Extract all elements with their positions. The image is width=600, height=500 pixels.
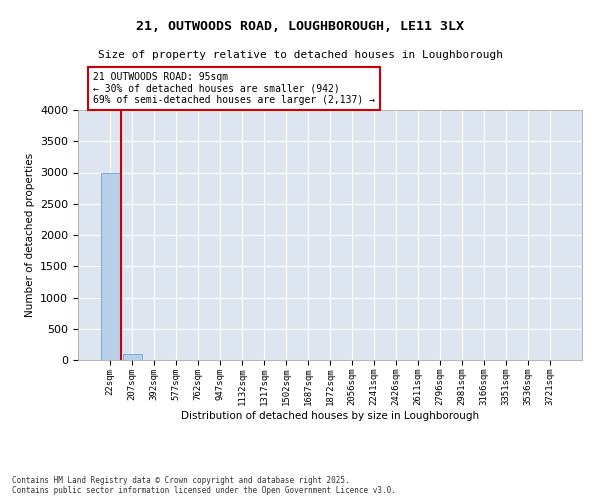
Bar: [101, 172, 119, 360]
X-axis label: Distribution of detached houses by size in Loughborough: Distribution of detached houses by size …: [181, 411, 479, 421]
Bar: [123, 354, 142, 360]
Text: Contains HM Land Registry data © Crown copyright and database right 2025.
Contai: Contains HM Land Registry data © Crown c…: [12, 476, 396, 495]
Text: 21 OUTWOODS ROAD: 95sqm
← 30% of detached houses are smaller (942)
69% of semi-d: 21 OUTWOODS ROAD: 95sqm ← 30% of detache…: [93, 72, 375, 105]
Text: Size of property relative to detached houses in Loughborough: Size of property relative to detached ho…: [97, 50, 503, 60]
Text: 21, OUTWOODS ROAD, LOUGHBOROUGH, LE11 3LX: 21, OUTWOODS ROAD, LOUGHBOROUGH, LE11 3L…: [136, 20, 464, 33]
Y-axis label: Number of detached properties: Number of detached properties: [25, 153, 35, 317]
